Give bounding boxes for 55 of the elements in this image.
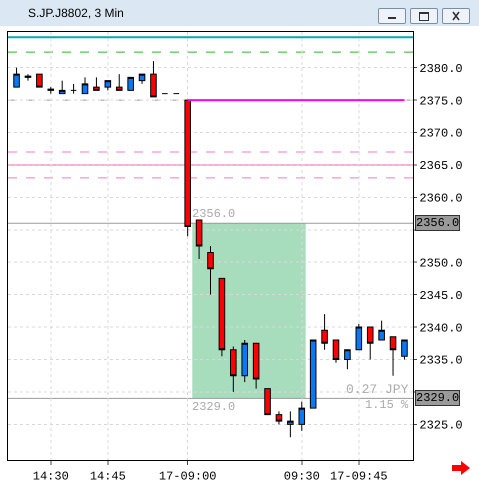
candlestick [298,401,306,432]
candlestick [82,76,88,94]
annotation: 0.27 JPY [346,382,409,397]
candlestick [332,340,340,364]
candlestick [93,76,100,91]
y-tick-label: 2360.0 [419,192,463,206]
x-tick-label: 14:30 [32,469,69,484]
candlestick [70,83,77,94]
candlestick [264,388,271,416]
candlestick [401,340,408,360]
x-tick-label: 17-09:00 [158,469,216,484]
text: 2356.0 [416,216,460,230]
y-tick-label: 2375.0 [419,94,463,108]
candlestick [104,80,112,91]
x-tick-label: 17-09:45 [330,469,388,484]
x-tick-label: 14:45 [90,469,126,484]
candlestick [207,246,214,296]
candlestick [252,342,260,390]
y-tick-label: 2350.0 [419,256,463,270]
candlestick [47,86,54,94]
candlestick [138,74,146,84]
y-tick-label: 2325.0 [419,418,463,433]
candlestick [378,320,385,341]
candlestick [196,220,202,260]
y-tick-label: 2370.0 [419,126,463,141]
candlestick [116,74,123,91]
candlestick [344,349,351,370]
candlestick [24,74,32,82]
candlestick [150,60,157,98]
candlestick [310,340,316,409]
y-tick-label: 2380.0 [419,62,463,76]
candlestick [390,336,396,376]
candlestick [321,314,328,350]
candlestick [366,326,374,360]
candlestick [127,76,134,91]
candlestick [13,67,20,88]
candlestick [287,410,294,438]
candlestick [36,74,43,88]
annotation: 1.15 % [365,398,410,412]
chart-title: S.JP.J8802, 3 Min [28,6,124,20]
candlestick [184,100,191,237]
y-tick-label: 2365.0 [419,159,463,174]
candlestick [356,323,362,350]
ref-line-label: 2356.0 [192,207,236,221]
candlestick [230,346,237,392]
candlestick [241,340,248,383]
text: 2329.0 [416,391,460,405]
y-tick-label: 2340.0 [419,321,463,336]
y-tick-label: 2335.0 [419,354,463,368]
ref-line-label: 2329.0 [192,400,236,414]
x-tick-label: 09:30 [284,469,320,484]
candlestick [58,80,66,94]
candlestick [276,410,282,425]
y-tick-label: 2345.0 [419,288,463,303]
candlestick [218,278,226,357]
